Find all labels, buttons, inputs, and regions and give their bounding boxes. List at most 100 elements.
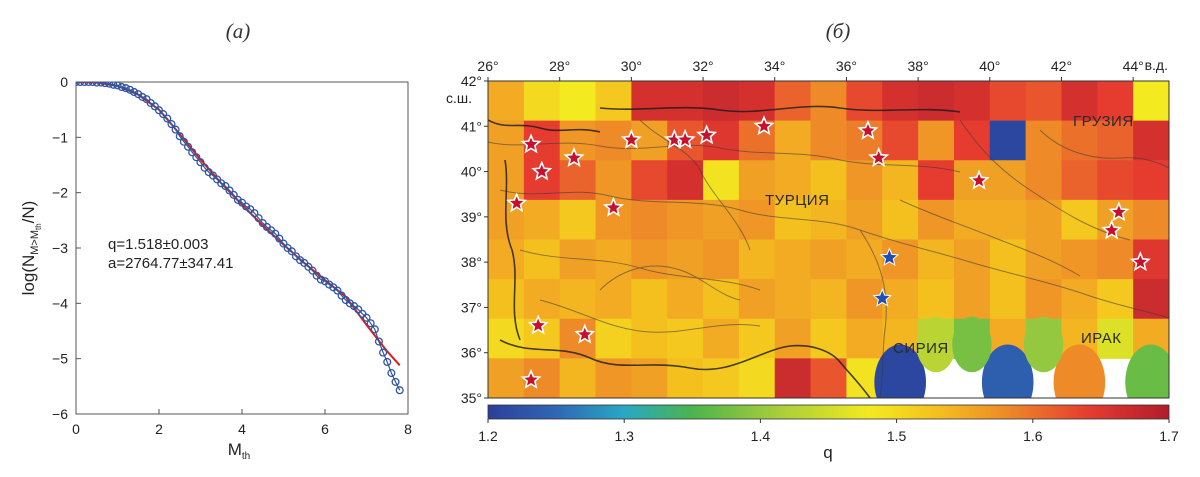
q-cell [488,120,525,161]
fault-line [499,189,1169,319]
data-point [221,181,230,191]
q-cell [1097,160,1134,201]
q-cell [631,81,668,122]
data-point [125,85,134,94]
q-cell [667,199,704,240]
colorbar [487,404,1170,420]
data-point [279,239,288,248]
y-tick-label: −3 [52,240,68,256]
panel-a-plot: 0 2 4 6 8 0 −1 −2 −3 −4 −5 −6 q=1.518±0.003 a=2764… [19,74,412,462]
q-cell [1125,344,1169,398]
x-tick-label: 2 [155,421,163,437]
fault-line [639,119,751,251]
y-label-part1: log(N [19,255,38,296]
fault-line [539,299,761,333]
q-cell [738,358,776,398]
q-cell [667,239,704,280]
q-cell [595,318,632,359]
q-cell [523,279,561,320]
label-iraq: ИРАК [1081,330,1122,347]
q-cell [918,239,955,280]
lat-tick-label: 39° [461,209,482,225]
q-cell [882,81,919,122]
q-cell [989,81,1027,122]
q-cell [595,81,632,122]
data-point [374,337,384,346]
q-cell [667,279,704,320]
q-cell [1061,279,1098,320]
q-cell [1025,199,1062,240]
q-cell [952,316,992,373]
q-cell [918,81,955,122]
y-tick-label: 0 [60,74,68,90]
data-point [188,148,197,157]
q-cell [1097,120,1134,161]
lat-tick-label: 42° [461,73,482,89]
data-point [275,234,284,243]
data-point [333,286,342,295]
fault-lines [488,119,1169,398]
colorbar-label: q [823,443,832,462]
data-point [192,153,201,162]
fault-line [599,265,741,301]
q-cell [1097,81,1134,122]
data-point [167,120,176,129]
lon-tick-label: 40° [979,58,1000,74]
lon-tick-label: 26° [477,58,498,74]
data-point [316,275,325,284]
q-cell [595,279,632,320]
coastline-segment [599,105,961,113]
q-cell [1025,81,1062,122]
q-cell [523,239,561,280]
lon-tick-label: 34° [764,58,785,74]
x-axis-label: Mth [228,440,251,462]
q-cell [667,318,704,359]
earthquake-star-red [857,119,879,140]
data-point [250,209,259,218]
data-point [196,158,205,167]
q-cell [667,160,704,201]
y-tick-label: −1 [52,129,68,145]
data-point [84,82,93,87]
q-cell [1061,199,1098,240]
earthquake-star-red [696,124,718,145]
data-point [229,190,238,199]
earthquake-star-red [602,196,624,217]
q-cell [989,279,1027,320]
q-cell [882,120,919,161]
data-point [362,313,371,322]
y-tick-label: −2 [52,185,68,201]
earthquake-star-red [527,314,549,335]
q-cell [631,120,668,161]
fault-line [899,199,1081,277]
q-cell [989,199,1027,240]
panel-a-label: (а) [226,19,251,43]
q-cell [810,239,847,280]
earthquake-star-blue [879,247,900,266]
q-cell [989,120,1027,161]
q-cell [738,160,776,201]
coastline-segment [499,339,871,398]
q-cell [774,279,812,320]
colorbar-tick-label: 1.2 [478,428,498,444]
data-point [366,319,375,328]
q-cell [846,239,883,280]
q-cell [846,199,883,240]
q-cell [882,279,919,320]
q-cell [523,199,561,240]
q-cell [953,120,991,161]
data-point [117,82,126,92]
coastline-segment [488,119,601,133]
data-point [109,82,118,89]
data-point [370,325,379,334]
q-cell [703,81,740,122]
q-cell [774,160,812,201]
data-point [354,305,363,314]
q-cell [1025,120,1062,161]
q-cell [631,160,668,201]
data-point [287,247,296,256]
q-cell [1025,239,1062,280]
longitude-ticks: 26° 28° 30° 32° 34° 36° 38° 40° 42° 44° [477,58,1144,81]
q-cell [595,160,632,201]
q-cell [667,81,704,122]
